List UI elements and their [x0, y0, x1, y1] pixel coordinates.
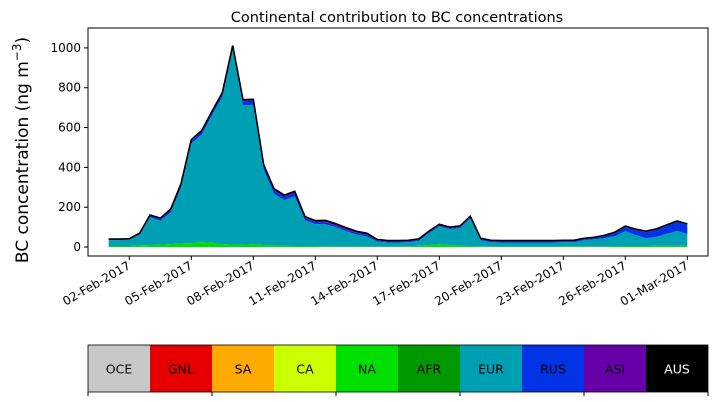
plot-frame	[87, 27, 709, 257]
legend-label-oce: OCE	[106, 362, 133, 377]
x-tick-label: 11-Feb-2017	[246, 258, 319, 308]
legend-label-eur: EUR	[478, 362, 504, 377]
legend-swatch-aus	[646, 345, 708, 392]
x-axis: 02-Feb-201705-Feb-201708-Feb-201711-Feb-…	[60, 256, 691, 309]
x-tick-label: 14-Feb-2017	[308, 258, 381, 308]
x-tick-label: 23-Feb-2017	[494, 258, 567, 308]
legend-swatch-oce	[88, 345, 150, 392]
x-tick-label: 17-Feb-2017	[370, 258, 443, 308]
legend-swatch-na	[336, 345, 398, 392]
area-na	[108, 242, 688, 247]
x-tick-label: 01-Mar-2017	[618, 258, 691, 308]
legend-colorbar: OCE GNL SA CA NA AFR EUR RUS ASI AUS	[87, 344, 709, 396]
y-axis-label-sup: −3	[10, 43, 24, 61]
legend-label-na: NA	[358, 362, 376, 377]
chart-title: Continental contribution to BC concentra…	[231, 10, 563, 26]
area-eur	[108, 49, 688, 247]
x-tick-label: 20-Feb-2017	[432, 258, 505, 308]
legend-label-afr: AFR	[417, 362, 442, 377]
y-tick-label: 600	[58, 121, 81, 135]
y-tick-label: 200	[58, 200, 81, 214]
y-axis-label: BC concentration (ng m−3)	[10, 37, 33, 263]
legend-swatch-rus	[522, 345, 584, 392]
legend-swatch-eur	[460, 345, 522, 392]
x-tick-label: 05-Feb-2017	[122, 258, 195, 308]
legend-label-aus: AUS	[664, 362, 690, 377]
y-axis: 0 200 400 600 800 1000	[50, 41, 88, 254]
y-axis-label-close: )	[13, 37, 33, 44]
area-series-group	[108, 45, 688, 247]
legend-label-rus: RUS	[540, 362, 566, 377]
x-tick-label: 26-Feb-2017	[556, 258, 629, 308]
legend-swatch-ca	[274, 345, 336, 392]
total-line	[108, 45, 688, 242]
legend-label-ca: CA	[296, 362, 314, 377]
legend-label-gnl: GNL	[168, 362, 194, 377]
y-tick-label: 1000	[50, 41, 81, 55]
legend-label-asi: ASI	[605, 362, 625, 377]
x-tick-label: 08-Feb-2017	[184, 258, 257, 308]
x-tick-label: 02-Feb-2017	[60, 258, 133, 308]
legend-swatch-afr	[398, 345, 460, 392]
y-tick-label: 400	[58, 160, 81, 174]
y-axis-label-main: BC concentration (ng m	[13, 61, 33, 263]
y-tick-label: 800	[58, 81, 81, 95]
y-tick-label: 0	[73, 240, 81, 254]
legend-label-sa: SA	[235, 362, 252, 377]
legend-frame	[87, 344, 709, 393]
legend-swatch-asi	[584, 345, 646, 392]
legend-swatch-gnl	[150, 345, 212, 392]
legend-swatch-sa	[212, 345, 274, 392]
